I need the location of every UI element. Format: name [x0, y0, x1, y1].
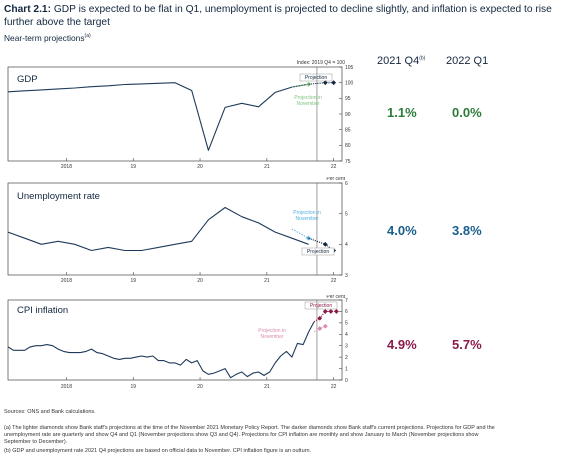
cpi-ytick-label-0: 0: [345, 378, 348, 384]
footer-note-a-line3: September to December).: [4, 439, 68, 445]
footer-note-a-line2: unemployment rate are quarterly and show…: [4, 432, 479, 438]
column-header-1-footnote: (b): [419, 55, 426, 62]
unemployment-projection-label: Projection: [307, 249, 329, 255]
gdp-units-label: Index: 2019 Q4 = 100: [297, 60, 345, 66]
footer-note-a: (a) The lighter diamonds show Bank staff…: [4, 425, 560, 446]
gdp-xtick-label-4: 22: [331, 164, 337, 170]
gdp-current-projection-line: [308, 82, 334, 85]
cpi-plot-frame: [7, 299, 343, 381]
column-header-2: 2022 Q1: [446, 55, 489, 67]
gdp-ytick-label-1: 80: [345, 143, 351, 149]
unemployment-panel: 3 4 5 6 2018 19 20 21 22 Per cent Unemployment rat…: [7, 177, 348, 284]
gdp-ytick-label-5: 100: [345, 80, 354, 86]
cpi-projection-label-box: [304, 301, 338, 310]
footer-note-b: (b) GDP and unemployment rate 2021 Q4 pr…: [4, 448, 312, 454]
unemployment-xtick-label-3: 21: [264, 278, 270, 284]
footer-sources: Sources: ONS and Bank calculations.: [4, 409, 96, 415]
cpi-panel: 0 1 2 3 4 5 6 7 2018 19 20 21 22 Per cent CPI inflatio…: [7, 295, 348, 390]
cpi-previous-projection-label-line2: November: [260, 334, 283, 340]
column-header-1: 2021 Q4(b): [377, 55, 425, 67]
unemployment-xtick-label-4: 22: [331, 278, 337, 284]
gdp-xtick-label-0: 2018: [61, 164, 72, 170]
gdp-series-line: [7, 82, 309, 151]
gdp-ytick-label-2: 85: [345, 127, 351, 133]
cpi-ytick-label-4: 4: [345, 332, 348, 338]
gdp-ytick-label-3: 90: [345, 112, 351, 118]
cpi-ytick-label-2: 2: [345, 355, 348, 361]
cpi-xtick-label-1: 19: [130, 384, 136, 390]
cpi-current-projection-point-4: [334, 309, 339, 314]
cpi-xtick-label-0: 2018: [61, 384, 72, 390]
cpi-current-projection-point-1: [317, 315, 323, 321]
gdp-plot-frame: [7, 66, 343, 162]
unemployment-previous-projection-label-line1: Projection in: [293, 210, 321, 216]
unemployment-series-line: [7, 206, 309, 252]
unemployment-previous-projection-label-line2: November: [295, 216, 318, 222]
unemployment-value-2022q1: 3.8%: [452, 223, 482, 238]
unemployment-panel-title: Unemployment rate: [17, 191, 100, 202]
gdp-projection-label: Projection: [305, 75, 327, 81]
unemployment-ytick-label-0: 3: [345, 273, 348, 279]
gdp-value-2022q1: 0.0%: [452, 105, 482, 120]
cpi-xtick-label-3: 21: [264, 384, 270, 390]
footer-note-a-line1: (a) The lighter diamonds show Bank staff…: [4, 425, 495, 431]
unemployment-projection-label-box: [301, 247, 335, 256]
subtitle-footnote: (a): [84, 33, 91, 40]
chart-label: Chart 2.1:: [4, 4, 51, 15]
unemployment-ytick-label-2: 5: [345, 211, 348, 217]
unemployment-xtick-label-0: 2018: [61, 278, 72, 284]
cpi-ytick-label-3: 3: [345, 344, 348, 350]
unemployment-ytick-label-1: 4: [345, 242, 348, 248]
unemployment-xtick-label-1: 19: [130, 278, 136, 284]
gdp-previous-projection-line: [291, 83, 309, 88]
gdp-xtick-label-1: 19: [130, 164, 136, 170]
chart-title-text: GDP is expected to be flat in Q1, unempl…: [4, 4, 552, 28]
gdp-previous-projection-label-line1: Projection in: [294, 95, 322, 101]
unemployment-previous-projection-line: [291, 228, 309, 239]
gdp-ytick-label-4: 95: [345, 96, 351, 102]
cpi-series-line: [7, 321, 315, 379]
unemployment-units-label: Per cent: [326, 177, 345, 182]
chart-title: Chart 2.1: GDP is expected to be flat in…: [4, 4, 564, 29]
subtitle-text: Near-term projections: [4, 33, 85, 43]
cpi-previous-projection-label-line1: Projection in: [258, 328, 286, 334]
cpi-ytick-label-5: 5: [345, 321, 348, 327]
cpi-current-projection-point-2: [322, 309, 328, 314]
unemployment-plot-frame: [7, 182, 343, 276]
gdp-xtick-label-2: 20: [197, 164, 203, 170]
cpi-value-2021q4: 4.9%: [387, 337, 417, 352]
cpi-ytick-label-6: 6: [345, 309, 348, 315]
unemployment-current-projection-point-1: [322, 241, 328, 247]
cpi-ytick-label-7: 7: [345, 298, 348, 304]
gdp-panel: 75 80 85 90 95 100 105 2018 19 20 21 22 Index: 2019 …: [7, 60, 354, 170]
cpi-previous-projection-point-2: [322, 323, 328, 329]
gdp-ytick-label-0: 75: [345, 159, 351, 165]
gdp-panel-title: GDP: [17, 74, 38, 85]
gdp-value-2021q4: 1.1%: [387, 105, 417, 120]
cpi-current-projection-point-3: [328, 309, 334, 314]
unemployment-xtick-label-2: 20: [197, 278, 203, 284]
gdp-projection-label-box: [299, 73, 333, 82]
gdp-ytick-label-6: 105: [345, 65, 354, 71]
unemployment-ytick-label-3: 6: [345, 181, 348, 187]
cpi-units-label: Per cent: [326, 295, 345, 300]
cpi-xtick-label-4: 22: [331, 384, 337, 390]
gdp-previous-projection-point-1: [306, 81, 311, 87]
chart-subtitle: Near-term projections(a): [4, 33, 91, 43]
gdp-previous-projection-label-line2: November: [296, 101, 319, 107]
gdp-xtick-label-3: 21: [264, 164, 270, 170]
cpi-ytick-label-1: 1: [345, 366, 348, 372]
cpi-projection-label: Projection: [310, 303, 332, 309]
column-header-1-text: 2021 Q4: [377, 55, 420, 67]
cpi-value-2022q1: 5.7%: [452, 337, 482, 352]
gdp-current-projection-point-2: [331, 80, 337, 86]
cpi-panel-title: CPI inflation: [17, 305, 68, 316]
cpi-xtick-label-2: 20: [197, 384, 203, 390]
cpi-previous-projection-point-1: [317, 326, 323, 331]
unemployment-value-2021q4: 4.0%: [387, 223, 417, 238]
